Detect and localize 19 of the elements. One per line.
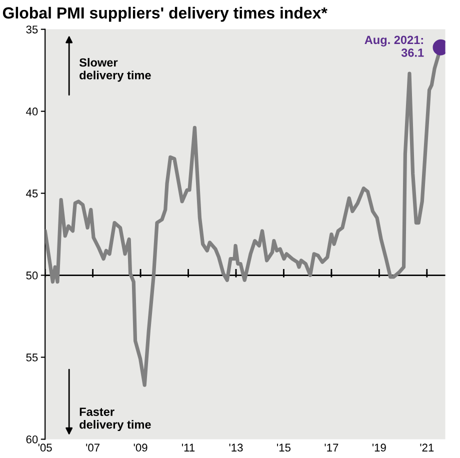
- x-tick-label: '15: [277, 444, 290, 452]
- x-tick-label: '09: [134, 444, 148, 452]
- x-tick-label: '13: [229, 444, 243, 452]
- x-tick-label: '21: [420, 444, 434, 452]
- x-tick-label: '07: [86, 444, 100, 452]
- y-tick-label: 50: [26, 272, 38, 280]
- x-tick-label: '05: [38, 444, 52, 452]
- y-tick-label: 55: [26, 354, 38, 362]
- annotation: Faster delivery time: [80, 408, 151, 432]
- chart-title: Global PMI suppliers' delivery times index*: [2, 6, 328, 22]
- annotation: Slower delivery time: [79, 58, 151, 82]
- x-tick-label: '17: [324, 444, 338, 452]
- y-tick-label: 45: [26, 190, 38, 198]
- annotation: Aug. 2021: 36.1: [364, 36, 424, 57]
- y-tick-label: 35: [26, 26, 38, 34]
- x-tick-label: '19: [372, 444, 386, 452]
- y-tick-label: 40: [26, 108, 38, 116]
- x-tick-label: '11: [182, 444, 195, 452]
- y-tick-label: 60: [26, 435, 38, 444]
